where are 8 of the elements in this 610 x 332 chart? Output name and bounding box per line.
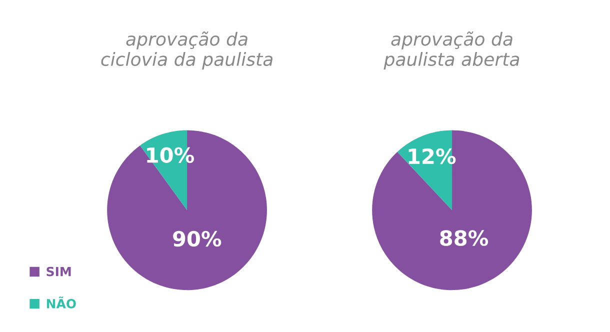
chart-title: aprovação da ciclovia da paulista: [101, 32, 272, 70]
data-label: 12%: [408, 148, 456, 164]
data-label: 88%: [440, 230, 488, 246]
legend-label: NÃO: [46, 296, 76, 308]
data-label: 10%: [147, 147, 194, 163]
chart-title: aprovação da paulista aberta: [384, 32, 520, 70]
legend-label: SIM: [46, 266, 71, 276]
data-label: 90%: [173, 230, 222, 247]
